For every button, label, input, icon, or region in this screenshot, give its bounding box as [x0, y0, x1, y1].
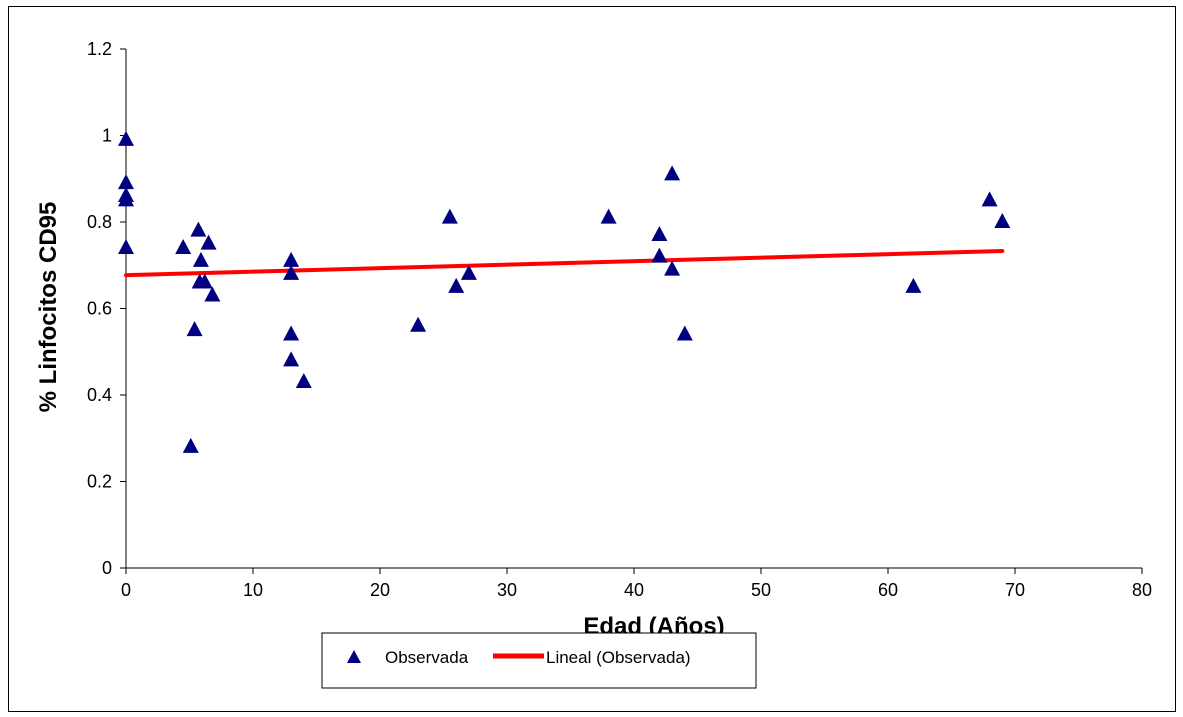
data-point: [283, 264, 300, 280]
legend-triangle-marker: [347, 650, 361, 663]
x-tick-label: 60: [878, 580, 898, 600]
x-tick-label: 80: [1132, 580, 1152, 600]
legend-label-lineal: Lineal (Observada): [546, 648, 691, 667]
data-points: [118, 130, 1011, 453]
x-tick-label: 20: [370, 580, 390, 600]
y-tick-label: 1: [102, 126, 112, 146]
data-point: [994, 213, 1011, 228]
scatter-chart: 00.20.40.60.811.2 0 10 20 30 40 50 60 70 80 Edad…: [35, 39, 1152, 689]
data-point: [190, 221, 207, 237]
legend-label-observada: Observada: [385, 648, 469, 667]
y-axis-title: % Linfocitos CD95: [35, 202, 62, 413]
data-point: [441, 208, 458, 224]
trendline-layer: [124, 248, 1005, 278]
data-point: [664, 165, 681, 181]
data-point: [981, 191, 998, 207]
data-point: [448, 277, 465, 293]
data-point: [664, 260, 681, 276]
data-point: [905, 277, 922, 293]
data-point: [118, 174, 134, 190]
legend-box: [321, 632, 757, 689]
x-tick-label: 30: [497, 580, 517, 600]
data-point: [196, 273, 213, 289]
data-point: [204, 286, 221, 302]
data-point: [283, 325, 300, 341]
data-point: [460, 264, 477, 280]
data-point: [651, 225, 668, 241]
y-tick-label: 0.4: [87, 385, 112, 405]
data-point: [118, 238, 134, 254]
y-tick-label: 0: [102, 558, 112, 578]
data-point: [283, 351, 300, 367]
data-point: [118, 130, 134, 146]
data-point: [410, 316, 427, 332]
x-tick-label: 40: [624, 580, 644, 600]
data-point: [200, 234, 217, 250]
x-tick-label: 10: [243, 580, 263, 600]
data-point: [175, 238, 192, 254]
y-tick-label: 0.6: [87, 299, 112, 319]
data-point: [192, 251, 209, 267]
data-point: [676, 325, 693, 341]
x-tick-label: 70: [1005, 580, 1025, 600]
data-point: [651, 247, 668, 263]
data-point: [295, 373, 312, 389]
chart-frame: 0 0.2 0.4 0.6 0.8 1 1.2 0 10 20 30 40 50 60 70 80 Edad…: [8, 6, 1176, 712]
x-tick-label: 50: [751, 580, 771, 600]
y-tick-label: 1.2: [87, 39, 112, 59]
data-point: [186, 321, 203, 337]
x-tick-label: 0: [121, 580, 131, 600]
data-point: [600, 208, 617, 224]
trendline: [124, 248, 1005, 278]
y-tick-label: 0.8: [87, 212, 112, 232]
axes: [120, 48, 1143, 574]
data-point: [283, 251, 300, 267]
x-tick-labels: 0 10 20 30 40 50 60 70 80: [121, 580, 1152, 600]
data-point: [182, 437, 199, 453]
y-tick-label: 0.2: [87, 472, 112, 492]
data-point: [118, 191, 134, 207]
y-tick-labels: 0 0.2 0.4 0.6 0.8 1 1.2: [87, 39, 112, 578]
legend: Observada Lineal (Observada): [321, 632, 757, 689]
